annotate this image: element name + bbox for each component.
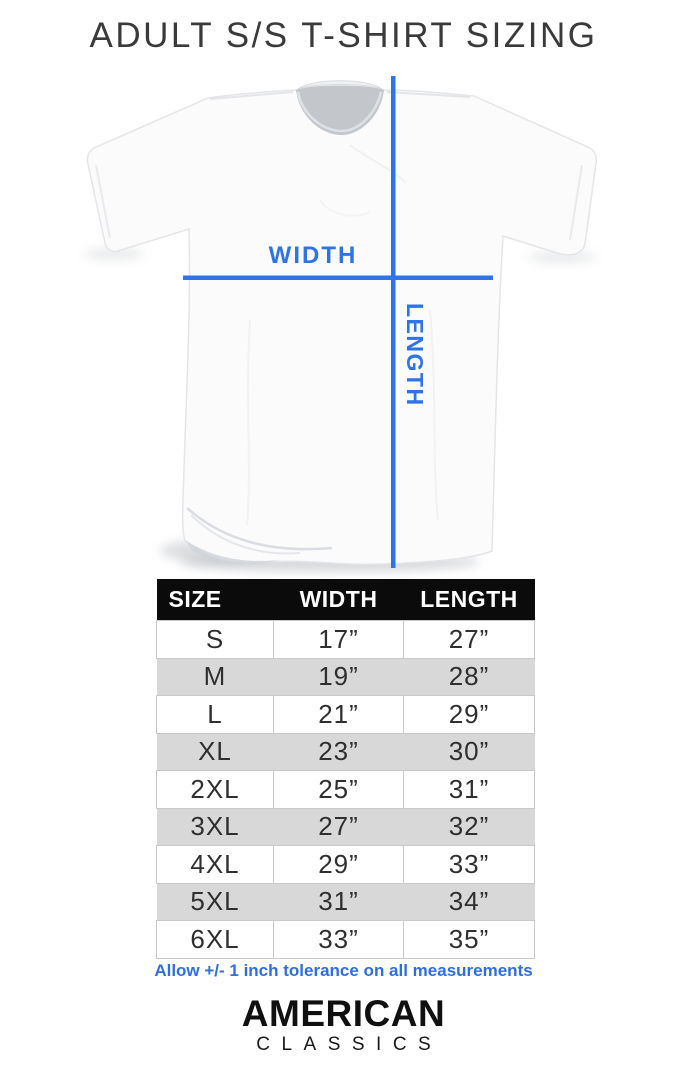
size-cell: 5XL xyxy=(156,883,274,921)
size-cell: L xyxy=(156,695,274,734)
length-measure-label: LENGTH xyxy=(402,303,428,407)
width-cell: 21” xyxy=(273,695,404,734)
length-measure-line xyxy=(391,76,396,568)
table-row: S 17” 27” xyxy=(156,620,535,659)
tshirt-image xyxy=(84,76,597,572)
length-cell: 34” xyxy=(403,883,535,921)
table-row: XL 23” 30” xyxy=(156,733,535,771)
length-cell: 32” xyxy=(403,808,535,846)
width-measure-line xyxy=(183,275,493,280)
width-cell: 23” xyxy=(273,733,404,771)
tolerance-note: Allow +/- 1 inch tolerance on all measur… xyxy=(154,961,533,980)
width-column-header: WIDTH xyxy=(273,579,404,621)
tshirt-diagram: WIDTH LENGTH xyxy=(84,76,597,572)
size-cell: M xyxy=(156,658,274,696)
width-cell: 29” xyxy=(273,845,404,884)
brand-logo: AMERICAN CLASSICS xyxy=(0,995,687,1054)
size-cell: XL xyxy=(156,733,274,771)
brand-name-american: AMERICAN xyxy=(241,993,446,1034)
page-title: ADULT S/S T-SHIRT SIZING xyxy=(89,16,598,55)
length-cell: 31” xyxy=(403,770,535,809)
length-cell: 27” xyxy=(403,620,535,659)
length-cell: 30” xyxy=(403,733,535,771)
width-cell: 33” xyxy=(273,920,404,959)
table-row: 3XL 27” 32” xyxy=(156,808,535,846)
length-cell: 33” xyxy=(403,845,535,884)
width-cell: 31” xyxy=(273,883,404,921)
size-table: SIZE WIDTH LENGTH S 17” 27” M 19” 28” L … xyxy=(156,579,535,959)
width-cell: 17” xyxy=(273,620,404,659)
size-cell: 6XL xyxy=(156,920,274,959)
size-cell: S xyxy=(156,620,274,659)
size-column-header: SIZE xyxy=(156,579,274,621)
table-row: 2XL 25” 31” xyxy=(156,770,535,809)
brand-name-classics: CLASSICS xyxy=(256,1034,443,1055)
length-cell: 28” xyxy=(403,658,535,696)
width-cell: 19” xyxy=(273,658,404,696)
size-cell: 2XL xyxy=(156,770,274,809)
length-cell: 29” xyxy=(403,695,535,734)
width-cell: 25” xyxy=(273,770,404,809)
table-row: L 21” 29” xyxy=(156,695,535,734)
table-row: 6XL 33” 35” xyxy=(156,920,535,959)
width-cell: 27” xyxy=(273,808,404,846)
size-cell: 4XL xyxy=(156,845,274,884)
length-cell: 35” xyxy=(403,920,535,959)
table-row: 4XL 29” 33” xyxy=(156,845,535,884)
size-table-header-row: SIZE WIDTH LENGTH xyxy=(156,579,535,621)
width-measure-label: WIDTH xyxy=(268,242,358,269)
table-row: M 19” 28” xyxy=(156,658,535,696)
size-cell: 3XL xyxy=(156,808,274,846)
table-row: 5XL 31” 34” xyxy=(156,883,535,921)
length-column-header: LENGTH xyxy=(403,579,535,621)
